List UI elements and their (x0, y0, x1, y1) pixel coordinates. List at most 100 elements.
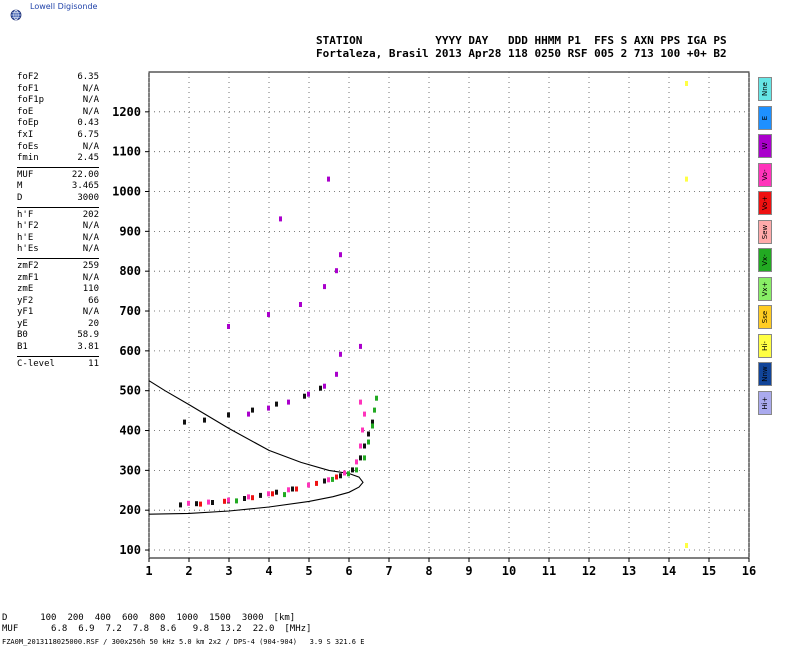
echo-point (323, 478, 326, 484)
legend-label: Vo- (761, 168, 769, 181)
muf-value: 1500 (209, 613, 231, 623)
muf-value: 3000 (241, 613, 264, 623)
echo-point (355, 467, 358, 473)
echo-point (307, 482, 310, 488)
param-row: foF2 6.35 (17, 72, 99, 84)
x-tick-label: 10 (502, 564, 516, 578)
plot-frame (148, 71, 750, 559)
x-tick-label: 4 (265, 564, 272, 578)
param-row: foEs N/A (17, 142, 99, 154)
echo-point (259, 492, 262, 498)
echo-point (363, 443, 366, 449)
muf-distance-label: D (2, 613, 8, 623)
echo-point (267, 491, 270, 497)
param-row: h'F 202 (17, 210, 99, 222)
param-row: M 3.465 (17, 181, 99, 193)
legend-item: Vx+ (758, 276, 772, 301)
muf-value: 6.8 (51, 624, 68, 634)
echo-point (279, 216, 282, 222)
electron-density-profile (148, 380, 364, 515)
muf-value: 7.2 (105, 624, 122, 634)
legend-item: Sew (758, 219, 772, 244)
y-tick-label: 800 (119, 264, 141, 278)
param-value: N/A (82, 141, 99, 152)
echo-point (327, 176, 330, 182)
muf-frequency-unit: [MHz] (284, 624, 312, 634)
y-tick-label: 1100 (112, 145, 141, 159)
echo-point (335, 268, 338, 274)
param-name: h'Es (17, 244, 39, 255)
param-value: 3.81 (77, 342, 99, 353)
legend-label: W (761, 142, 769, 150)
param-value: N/A (82, 244, 99, 255)
legend-label: Vo+ (761, 195, 769, 211)
param-name: foE (17, 106, 34, 117)
echo-point (291, 486, 294, 492)
param-row: B1 3.81 (17, 342, 99, 354)
header-columns: STATION YYYY DAY DDD HHMM P1 FFS S AXN P… (316, 34, 727, 47)
muf-value: 13.2 (220, 624, 242, 634)
param-value: 20 (88, 318, 99, 329)
echo-point (283, 492, 286, 498)
logo-text: Lowell Digisonde (30, 2, 98, 11)
param-value: 3000 (77, 192, 99, 203)
echo-point (327, 477, 330, 483)
echo-point (331, 476, 334, 482)
parameter-panel: foF2 6.35 foF1 N/A foF1p N/A foE N/A foEp 0.43 fxI… (17, 72, 99, 370)
param-row: foF1 N/A (17, 84, 99, 96)
x-tick-label: 6 (345, 564, 352, 578)
muf-value: 800 (149, 613, 166, 623)
muf-distance-unit: [km] (273, 613, 296, 623)
echo-point (351, 467, 354, 473)
muf-distance-row: D 100 200 400 600 800 1000 1500 3000 [km] (2, 613, 311, 624)
param-row: B0 58.9 (17, 330, 99, 342)
muf-value: 7.8 (132, 624, 150, 634)
ionogram-chart: 1 2 3 4 5 6 7 8 9 10 11 12 13 14 15 1610020030040050060… (112, 71, 756, 578)
param-row: foE N/A (17, 107, 99, 119)
param-name: h'F (17, 209, 34, 220)
echo-point (343, 470, 346, 476)
param-value: 58.9 (77, 330, 99, 341)
station-header: STATION YYYY DAY DDD HHMM P1 FFS S AXN P… (316, 34, 727, 60)
polarization-legend: Nne E W Vo- Vo+ Sew Vx- Vx+ Sse Hi- Nnw Hi+ (758, 77, 772, 419)
param-name: zmE (17, 284, 34, 295)
echo-point (223, 498, 226, 504)
y-tick-label: 400 (119, 424, 141, 438)
echo-point (685, 176, 688, 182)
param-row: zmE 110 (17, 284, 99, 296)
legend-label: Vx+ (761, 281, 769, 296)
param-name: fxI (17, 129, 34, 140)
param-value: 110 (82, 284, 99, 295)
param-name: foF1 (17, 83, 39, 94)
param-name: zmF1 (17, 272, 39, 283)
muf-value: 9.8 (192, 624, 209, 634)
param-value: 6.35 (77, 72, 99, 82)
logo: Lowell Digisonde (8, 2, 138, 24)
echo-point (251, 495, 254, 501)
param-name: foF1p (17, 95, 45, 106)
param-row: C-level 11 (17, 359, 99, 371)
muf-value: 200 (67, 613, 84, 623)
x-tick-label: 13 (622, 564, 636, 578)
param-row: h'E N/A (17, 233, 99, 245)
param-value: 11 (88, 358, 99, 369)
y-tick-label: 500 (119, 384, 141, 398)
muf-value: 8.6 (160, 624, 177, 634)
param-value: 3.465 (71, 181, 99, 192)
legend-item: Vo- (758, 162, 772, 187)
param-name: h'F2 (17, 221, 39, 232)
echo-point (685, 81, 688, 86)
echo-point (339, 252, 342, 258)
param-value: N/A (82, 221, 99, 232)
echo-point (199, 501, 202, 507)
echo-point (359, 343, 362, 349)
header-values: Fortaleza, Brasil 2013 Apr28 118 0250 RS… (316, 47, 727, 60)
echo-point (203, 417, 206, 423)
echo-point (183, 419, 186, 425)
echo-point (247, 411, 250, 417)
param-name: C-level (17, 358, 55, 369)
y-tick-label: 700 (119, 304, 141, 318)
echo-point (179, 502, 182, 508)
param-divider (17, 355, 99, 357)
echo-point (323, 284, 326, 290)
